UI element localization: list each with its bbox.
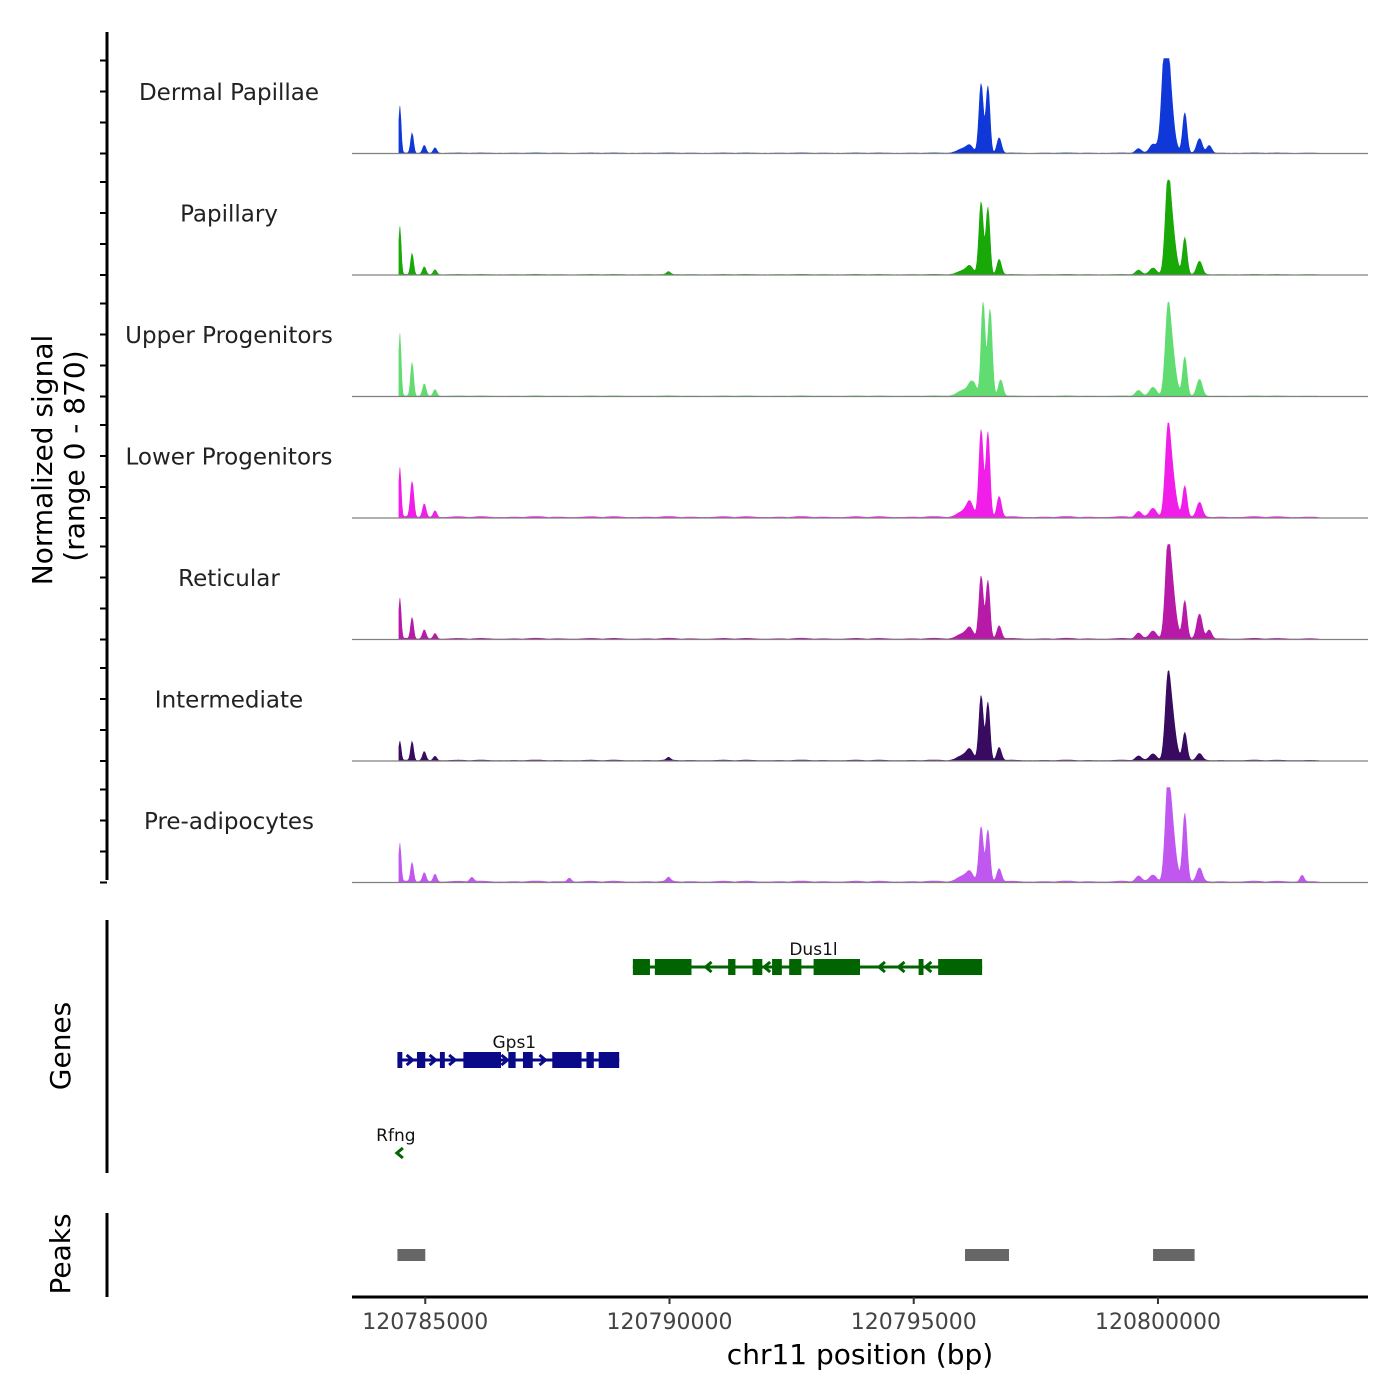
gene-exon: [938, 959, 983, 975]
gene-exon: [463, 1052, 501, 1068]
peak-region: [1153, 1249, 1195, 1261]
gene-exon: [586, 1052, 594, 1068]
coverage-area: [398, 544, 1320, 640]
gene-strand-arrow: [923, 960, 933, 974]
gene-exon: [598, 1052, 620, 1068]
track-papillary: Papillary: [180, 179, 1368, 276]
gene-label: Rfng: [376, 1126, 415, 1146]
gene-dus1l: Dus1l: [632, 940, 983, 975]
gene-strand-arrow: [761, 960, 772, 974]
track-label: Dermal Papillae: [139, 80, 319, 106]
track-label: Upper Progenitors: [125, 323, 333, 349]
coverage-area: [398, 669, 1320, 762]
gene-exon: [813, 959, 860, 975]
gene-strand-arrow: [500, 1053, 510, 1067]
coverage-area: [398, 301, 1320, 397]
gene-exon: [918, 959, 924, 975]
gene-strand-arrow: [703, 960, 713, 974]
gene-exon: [772, 959, 782, 975]
track-label: Pre-adipocytes: [144, 809, 314, 835]
coverage-area: [398, 58, 1321, 154]
x-tick-label: 120800000: [1095, 1310, 1221, 1335]
gene-strand-arrow: [538, 1053, 548, 1067]
gene-strand-arrow: [448, 1053, 458, 1067]
gene-label: Gps1: [492, 1033, 536, 1053]
y-axis-label-line1: Normalized signal: [26, 335, 59, 586]
track-reticular: Reticular: [178, 544, 1368, 641]
track-dermal-papillae: Dermal Papillae: [139, 58, 1368, 155]
gene-exon: [752, 959, 763, 975]
x-tick-label: 120795000: [851, 1310, 977, 1335]
peaks-panel-label: Peaks: [44, 1213, 77, 1294]
peaks-panel: [397, 1249, 1195, 1261]
x-tick-label: 120790000: [607, 1310, 733, 1335]
track-label: Papillary: [180, 202, 278, 228]
gene-strand-arrow: [405, 1053, 415, 1067]
gene-exon: [522, 1052, 533, 1068]
gene-rfng: Rfng: [376, 1126, 416, 1160]
coverage-area: [398, 422, 1320, 519]
x-axis-label: chr11 position (bp): [727, 1338, 993, 1371]
gene-exon: [439, 1052, 445, 1068]
gene-strand-arrow: [428, 1053, 438, 1067]
signal-y-axis: [100, 32, 109, 884]
gene-exon: [728, 959, 736, 975]
coverage-area: [398, 787, 1320, 883]
x-tick-label: 120785000: [362, 1310, 488, 1335]
track-pre-adipocytes: Pre-adipocytes: [144, 787, 1368, 884]
gene-label: Dus1l: [789, 940, 837, 960]
gene-exon: [552, 1052, 582, 1068]
y-axis-label-line2: (range 0 - 870): [58, 350, 91, 561]
x-axis: 120785000 120790000 120795000 120800000: [352, 1295, 1368, 1335]
signal-tracks: Dermal Papillae Papillary Upper Progenitor…: [125, 58, 1368, 884]
gene-exon: [508, 1052, 516, 1068]
coverage-area: [398, 179, 1321, 276]
gene-gps1: Gps1: [397, 1033, 620, 1068]
gene-exon: [397, 1052, 403, 1068]
track-lower-progenitors: Lower Progenitors: [126, 422, 1368, 519]
gene-exon: [416, 1052, 426, 1068]
peak-region: [965, 1249, 1009, 1261]
gene-exon: [789, 959, 802, 975]
gene-exon: [632, 959, 650, 975]
gene-strand-arrow: [394, 1146, 404, 1160]
genes-panel: Dus1l Gps1 Rfng: [376, 940, 983, 1160]
track-label: Intermediate: [155, 688, 303, 714]
genes-panel-label: Genes: [44, 1002, 77, 1090]
track-upper-progenitors: Upper Progenitors: [125, 301, 1368, 398]
gene-strand-arrow: [896, 960, 906, 974]
track-label: Lower Progenitors: [126, 445, 333, 471]
track-label: Reticular: [178, 566, 280, 592]
track-intermediate: Intermediate: [155, 669, 1368, 762]
peak-region: [397, 1249, 426, 1261]
gene-exon: [654, 959, 692, 975]
gene-strand-arrow: [876, 960, 886, 974]
